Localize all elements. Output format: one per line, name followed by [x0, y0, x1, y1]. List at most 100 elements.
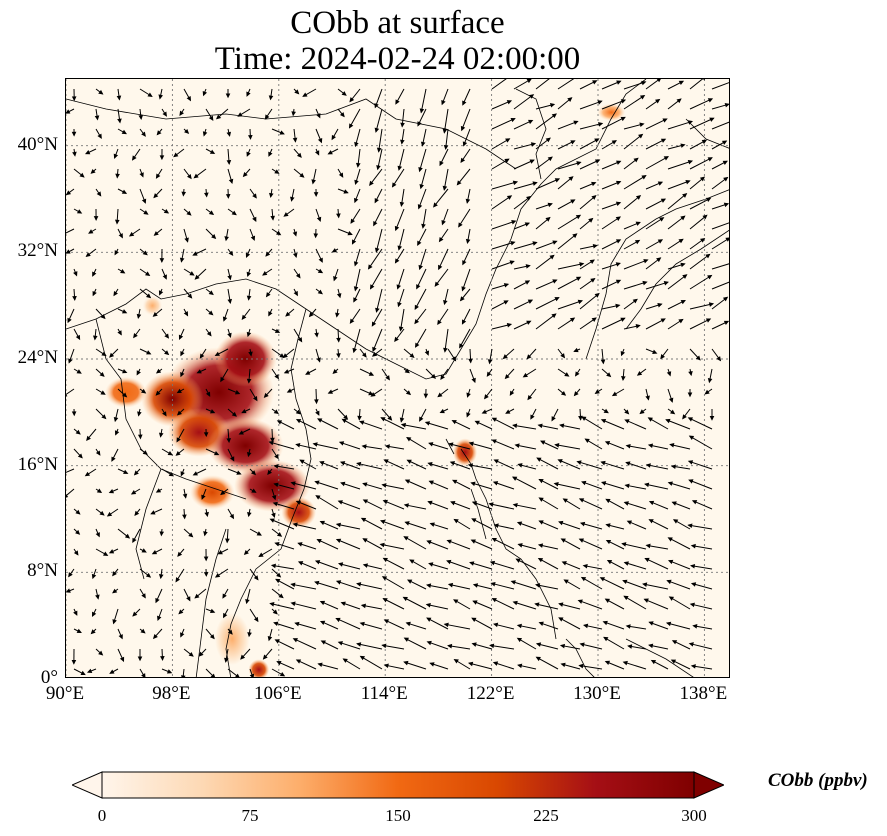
wind-arrow [225, 188, 231, 199]
wind-arrow [161, 328, 170, 339]
wind-arrow [362, 538, 383, 550]
wind-arrow [379, 542, 405, 550]
wind-arrow [470, 481, 493, 490]
wind-arrow [689, 348, 701, 361]
wind-arrow [645, 217, 665, 230]
wind-arrow [95, 448, 101, 456]
hotspot [142, 295, 163, 317]
wind-arrow [66, 108, 75, 114]
wind-arrow [292, 522, 317, 530]
wind-arrow [113, 148, 119, 159]
wind-arrow [522, 368, 537, 378]
wind-arrow [249, 388, 258, 402]
wind-arrow [227, 168, 234, 185]
wind-arrow [540, 440, 559, 450]
wind-arrow [73, 268, 78, 277]
wind-arrow [246, 268, 252, 278]
wind-arrow [600, 460, 625, 470]
wind-arrow [313, 188, 319, 197]
wind-arrow [667, 159, 694, 170]
wind-arrow [403, 660, 427, 670]
wind-arrow [461, 268, 471, 292]
wind-arrow [446, 559, 471, 570]
wind-arrow [470, 539, 493, 550]
wind-arrow [274, 639, 295, 650]
wind-arrow [327, 388, 339, 394]
wind-arrow [689, 237, 706, 250]
wind-arrow [516, 637, 537, 650]
wind-arrow [579, 243, 598, 250]
wind-arrow [264, 108, 273, 120]
wind-arrow [491, 158, 510, 170]
wind-arrow [95, 388, 106, 395]
wind-arrow [398, 308, 405, 332]
wind-arrow [623, 80, 647, 90]
wind-arrow [535, 642, 559, 650]
wind-arrow [601, 239, 622, 250]
wind-arrow [690, 664, 713, 670]
wind-arrow [356, 461, 383, 470]
wind-arrow [227, 668, 240, 677]
wind-arrow [425, 368, 437, 379]
wind-arrow [373, 208, 383, 227]
wind-arrow [376, 128, 383, 153]
wind-arrow [139, 548, 147, 553]
wind-arrow [183, 588, 191, 602]
wind-arrow [642, 582, 669, 590]
wind-arrow [404, 521, 427, 530]
wind-arrow [336, 288, 342, 299]
wind-arrow [285, 308, 295, 317]
wind-arrow [84, 468, 97, 477]
wind-arrow [178, 608, 185, 615]
wind-arrow [557, 120, 579, 130]
wind-arrow [645, 348, 658, 354]
wind-arrow [319, 620, 339, 630]
wind-arrow [136, 368, 141, 376]
wind-arrow [227, 328, 232, 339]
wind-arrow [203, 548, 209, 562]
wind-arrow [670, 659, 691, 670]
wind-arrow [91, 568, 97, 580]
wind-arrow [711, 320, 729, 330]
wind-arrow [137, 408, 142, 417]
wind-arrow [579, 181, 597, 190]
wind-arrow [510, 580, 537, 590]
wind-arrow [336, 208, 341, 219]
wind-arrow [601, 160, 622, 170]
wind-arrow [271, 608, 278, 615]
x-tick-label: 90°E [45, 683, 85, 704]
wind-arrow [161, 408, 167, 417]
wind-arrow [429, 522, 449, 530]
wind-arrow [515, 558, 537, 570]
wind-arrow [601, 408, 609, 414]
wind-arrow [268, 88, 274, 101]
wind-arrow [667, 120, 694, 130]
wind-arrow [183, 168, 192, 180]
wind-arrow [605, 523, 625, 530]
wind-arrow [73, 168, 85, 178]
wind-arrow [623, 94, 646, 110]
wind-arrow [667, 481, 691, 490]
wind-arrow [645, 138, 667, 150]
wind-arrow [645, 318, 666, 330]
wind-arrow [645, 239, 664, 250]
wind-arrow [419, 408, 427, 422]
wind-arrow [527, 388, 537, 401]
wind-arrow [601, 368, 612, 378]
wind-arrow [489, 643, 515, 650]
wind-arrow [513, 222, 531, 230]
wind-arrow [315, 248, 323, 263]
wind-arrow [689, 214, 708, 230]
wind-arrow [183, 128, 190, 134]
wind-arrow [225, 88, 231, 99]
wind-arrow [530, 408, 537, 420]
wind-arrow [271, 568, 282, 578]
wind-arrow [417, 228, 427, 246]
wind-arrow [579, 122, 604, 130]
wind-arrow [359, 348, 367, 358]
wind-arrow [441, 88, 449, 106]
wind-arrow [579, 159, 601, 170]
wind-arrow [114, 428, 120, 436]
wind-arrow [88, 228, 97, 234]
wind-arrow [579, 138, 600, 150]
